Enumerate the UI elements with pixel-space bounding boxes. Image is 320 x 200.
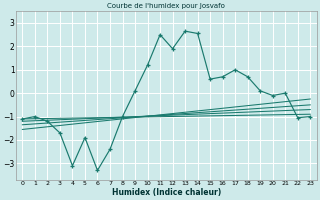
- X-axis label: Humidex (Indice chaleur): Humidex (Indice chaleur): [112, 188, 221, 197]
- Title: Courbe de l'humidex pour Josvafo: Courbe de l'humidex pour Josvafo: [108, 3, 225, 9]
